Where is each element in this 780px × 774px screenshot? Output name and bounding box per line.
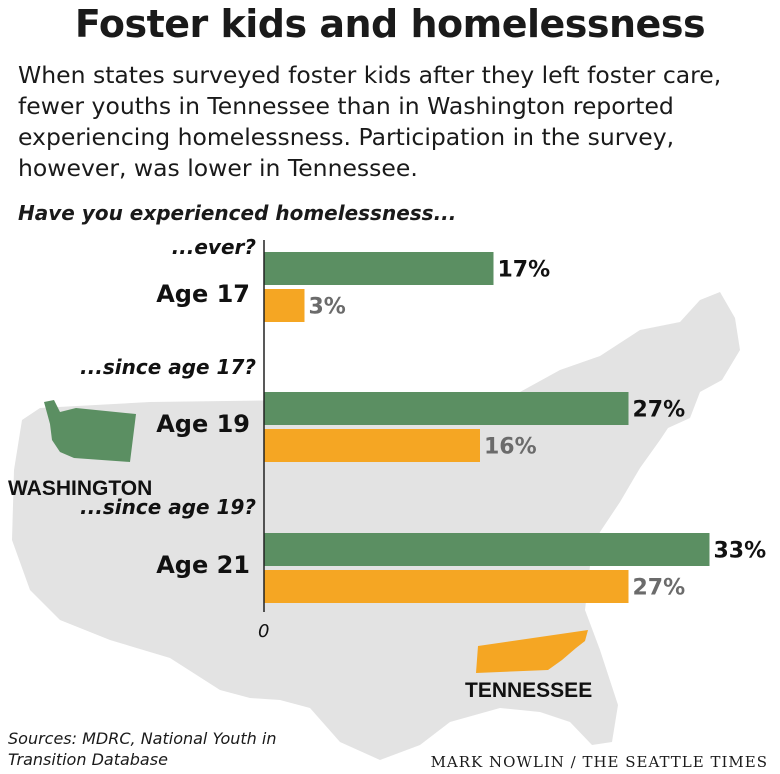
tennessee-bar [264, 429, 480, 462]
data-label: 3% [309, 295, 346, 320]
data-label: 16% [484, 435, 537, 460]
washington-label: WASHINGTON [8, 477, 152, 500]
sub-question-label: ...ever? [172, 235, 257, 259]
data-label: 33% [714, 539, 767, 564]
credit-line: MARK NOWLIN / THE SEATTLE TIMES [430, 753, 768, 771]
chart-title: Foster kids and homelessness [74, 2, 706, 46]
x-tick-label-0: 0 [258, 621, 269, 642]
source-note: Sources: MDRC, National Youth in Transit… [8, 729, 277, 769]
sub-question-label: ...since age 19? [80, 495, 256, 519]
data-label: 27% [633, 398, 686, 423]
tennessee-state-shape [476, 630, 588, 673]
chart-subtitle: When states surveyed foster kids after t… [18, 61, 722, 182]
category-label: Age 17 [156, 280, 250, 308]
category-label: Age 19 [156, 410, 250, 438]
washington-bar [264, 252, 494, 285]
washington-state-shape [44, 400, 136, 462]
sub-question-label: ...since age 17? [80, 355, 256, 379]
washington-bar [264, 392, 629, 425]
category-label: Age 21 [156, 551, 250, 579]
survey-question: Have you experienced homelessness... [18, 201, 457, 225]
data-label: 17% [498, 258, 551, 283]
tennessee-bar [264, 289, 305, 322]
tennessee-bar [264, 570, 629, 603]
bars-layer: ...ever? Age 17 17% 3% ...since age 17? Age 1… [80, 235, 766, 603]
washington-bar [264, 533, 710, 566]
data-label: 27% [633, 576, 686, 601]
tennessee-label: TENNESSEE [465, 679, 592, 702]
